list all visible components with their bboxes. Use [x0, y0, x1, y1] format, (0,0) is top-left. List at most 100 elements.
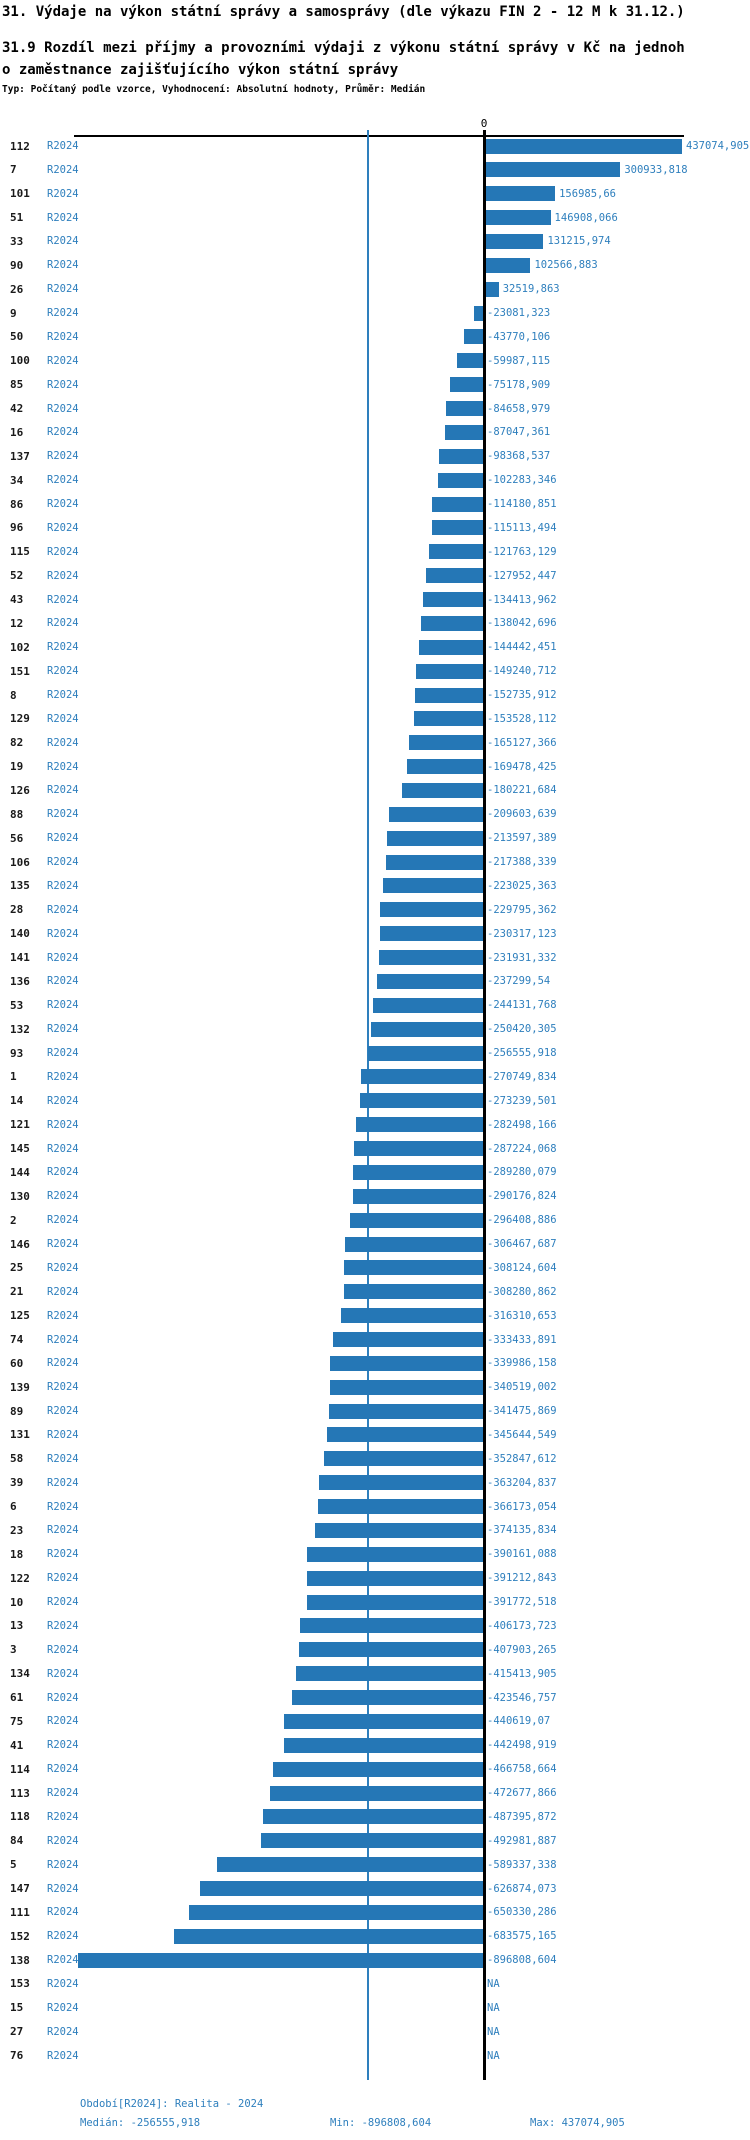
row-series-label: R2024 [47, 1763, 79, 1776]
bar [332, 1332, 484, 1347]
report-subtitle-line1: 31.9 Rozdíl mezi příjmy a provozními výd… [2, 40, 685, 56]
bar [484, 281, 499, 297]
row-id-label: 131 [10, 1428, 30, 1442]
row-id-label: 112 [10, 139, 30, 153]
chart-row: 141 R2024 -231931,332 [0, 946, 750, 970]
bar [324, 1451, 484, 1467]
row-value-label: -75178,909 [487, 378, 551, 391]
row-id-label: 126 [10, 783, 30, 797]
chart-row: 96 R2024 -115113,494 [0, 516, 750, 540]
bar [352, 1164, 484, 1180]
bar [283, 1737, 484, 1753]
row-id-label: 114 [10, 1762, 30, 1776]
row-id-label: 10 [10, 1595, 24, 1609]
bar [445, 401, 484, 417]
row-series-label: R2024 [47, 1930, 79, 1943]
row-series-label: R2024 [47, 1715, 79, 1728]
chart-row: 86 R2024 -114180,851 [0, 492, 750, 516]
chart-row: 151 R2024 -149240,712 [0, 659, 750, 683]
row-value-label: -229795,362 [487, 903, 557, 916]
chart-row: 100 R2024 -59987,115 [0, 349, 750, 373]
bar [414, 711, 484, 727]
row-series-label: R2024 [47, 1476, 79, 1489]
row-id-label: 140 [10, 927, 30, 941]
row-id-label: 12 [10, 616, 24, 630]
row-series-label: R2024 [47, 283, 79, 296]
row-value-label: -250420,305 [487, 1023, 557, 1036]
chart-row: 114 R2024 -466758,664 [0, 1757, 750, 1781]
bar [284, 1713, 484, 1729]
row-value-label: -391772,518 [487, 1596, 557, 1609]
chart-row: 6 R2024 -366173,054 [0, 1495, 750, 1519]
chart-row: 125 R2024 -316310,653 [0, 1304, 750, 1328]
row-id-label: 129 [10, 712, 30, 726]
row-series-label: R2024 [47, 975, 79, 988]
row-value-label: -374135,834 [487, 1524, 557, 1537]
bar [345, 1236, 484, 1252]
row-series-label: R2024 [47, 307, 79, 320]
row-series-label: R2024 [47, 879, 79, 892]
row-value-label: -683575,165 [487, 1930, 557, 1943]
row-id-label: 58 [10, 1452, 24, 1466]
bar [484, 138, 682, 154]
row-id-label: 5 [10, 1858, 17, 1872]
row-series-label: R2024 [47, 1882, 79, 1895]
chart-row: 140 R2024 -230317,123 [0, 922, 750, 946]
row-id-label: 51 [10, 211, 24, 225]
row-value-label: -391212,843 [487, 1572, 557, 1585]
row-id-label: 152 [10, 1929, 30, 1943]
row-series-label: R2024 [47, 1572, 79, 1585]
footer-period: Období[R2024]: Realita - 2024 [80, 2098, 264, 2110]
chart-row: 122 R2024 -391212,843 [0, 1566, 750, 1590]
report-title: 31. Výdaje na výkon státní správy a samo… [2, 4, 685, 20]
row-value-label: -626874,073 [487, 1882, 557, 1895]
row-series-label: R2024 [47, 2025, 79, 2038]
row-id-label: 41 [10, 1738, 24, 1752]
row-series-label: R2024 [47, 1977, 79, 1990]
chart-row: 39 R2024 -363204,837 [0, 1471, 750, 1495]
row-series-label: R2024 [47, 1667, 79, 1680]
row-id-label: 101 [10, 187, 30, 201]
row-id-label: 76 [10, 2049, 24, 2063]
row-series-label: R2024 [47, 1810, 79, 1823]
bar [385, 854, 484, 870]
chart-row: 60 R2024 -339986,158 [0, 1351, 750, 1375]
bar [217, 1857, 484, 1873]
row-value-label: -102283,346 [487, 474, 557, 487]
row-series-label: R2024 [47, 521, 79, 534]
row-series-label: R2024 [47, 903, 79, 916]
row-id-label: 61 [10, 1691, 24, 1705]
row-value-label: -366173,054 [487, 1500, 557, 1513]
row-value-label: -114180,851 [487, 498, 557, 511]
chart-row: 3 R2024 -407903,265 [0, 1638, 750, 1662]
row-value-label: -650330,286 [487, 1906, 557, 1919]
chart-row: 113 R2024 -472677,866 [0, 1781, 750, 1805]
row-id-label: 85 [10, 378, 24, 392]
bar [327, 1427, 484, 1443]
bar [379, 926, 484, 942]
row-id-label: 19 [10, 760, 24, 774]
chart-row: 12 R2024 -138042,696 [0, 611, 750, 635]
bar [428, 544, 484, 560]
row-id-label: 146 [10, 1237, 30, 1251]
row-value-label: -290176,824 [487, 1190, 557, 1203]
row-id-label: 130 [10, 1189, 30, 1203]
chart-row: 129 R2024 -153528,112 [0, 707, 750, 731]
row-value-label: -289280,079 [487, 1166, 557, 1179]
row-series-label: R2024 [47, 498, 79, 511]
bar [449, 377, 484, 393]
row-value-label: NA [487, 2001, 500, 2014]
row-id-label: 115 [10, 545, 30, 559]
row-id-label: 50 [10, 330, 24, 344]
row-value-label: -256555,918 [487, 1047, 557, 1060]
chart-row: 33 R2024 131215,974 [0, 229, 750, 253]
chart-row: 118 R2024 -487395,872 [0, 1805, 750, 1829]
bar [414, 687, 484, 703]
row-value-label: -341475,869 [487, 1405, 557, 1418]
axis-line [74, 135, 684, 137]
bar [439, 448, 484, 464]
row-id-label: 1 [10, 1070, 17, 1084]
row-value-label: -308124,604 [487, 1261, 557, 1274]
chart-row: 16 R2024 -87047,361 [0, 420, 750, 444]
row-id-label: 27 [10, 2025, 24, 2039]
